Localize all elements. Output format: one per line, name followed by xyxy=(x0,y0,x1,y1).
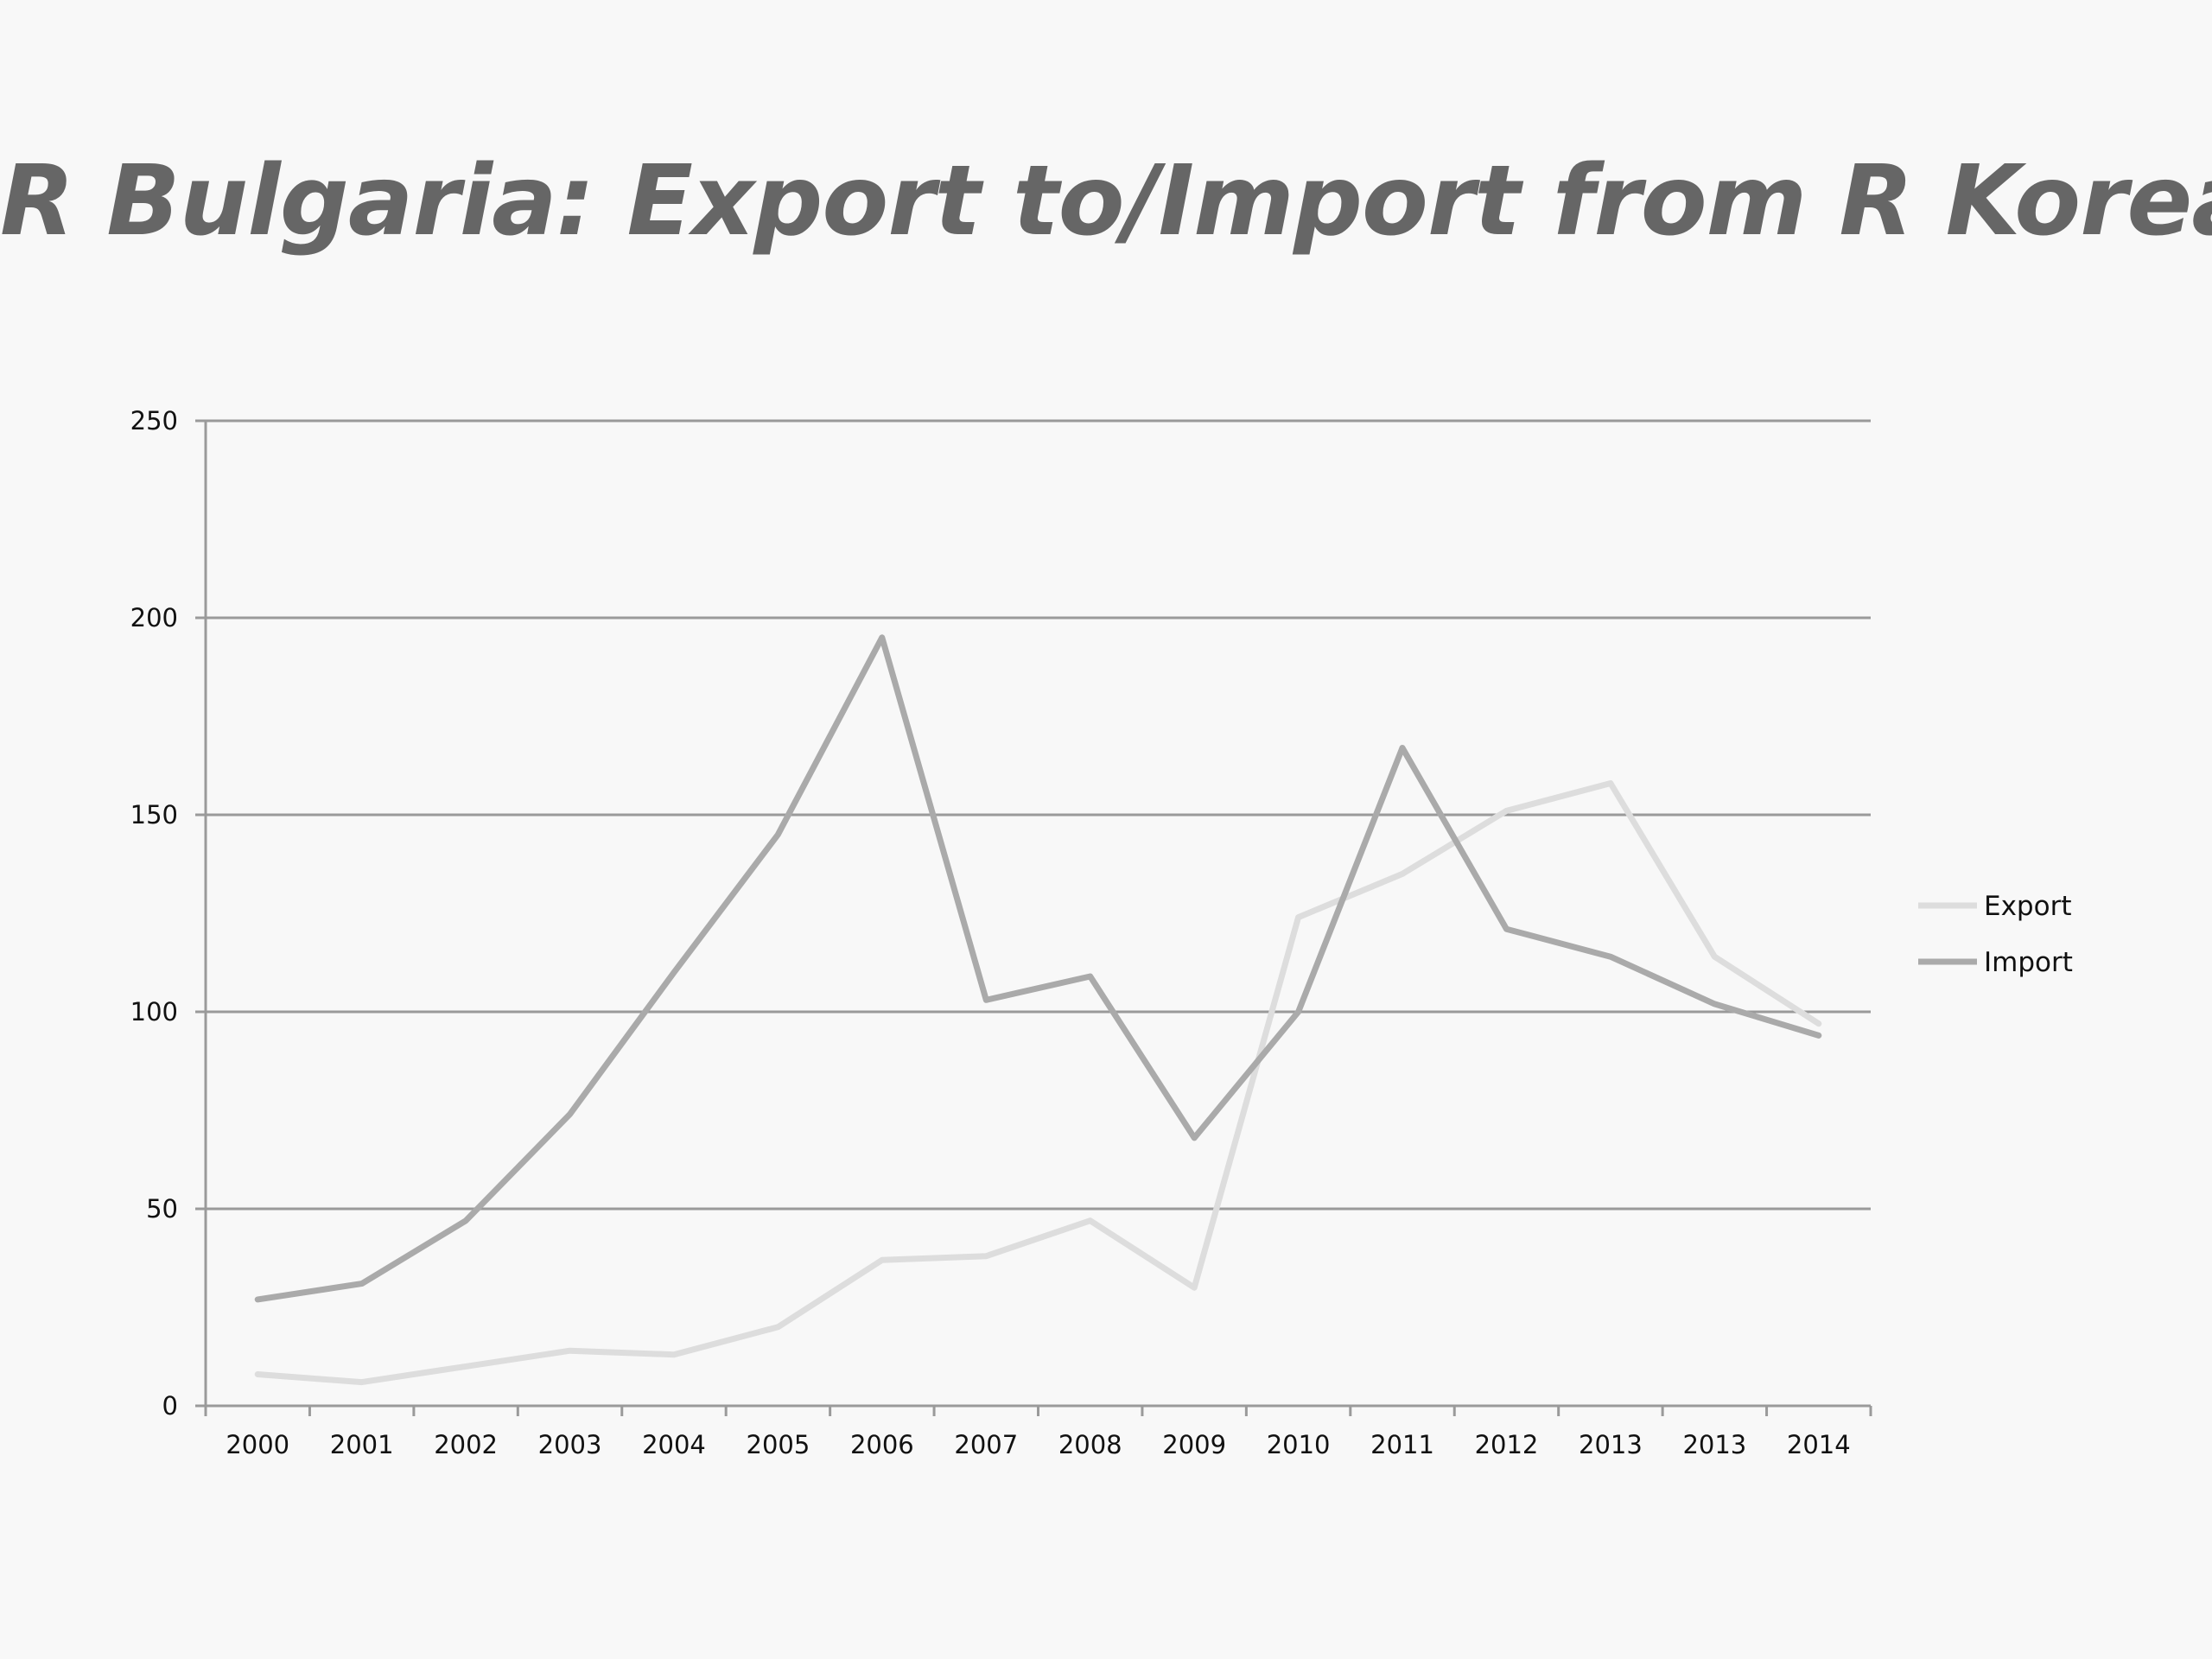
gridlines xyxy=(206,419,1871,1211)
x-tick-label: 2013 xyxy=(1682,1430,1746,1459)
x-tick-label: 2006 xyxy=(850,1430,914,1459)
chart-title: R Bulgaria: Export to/Import from R Kore… xyxy=(0,145,2212,257)
y-tick-label: 200 xyxy=(130,603,178,632)
legend: Export Import xyxy=(1918,891,2073,978)
x-tick-label: 2005 xyxy=(747,1430,810,1459)
x-tick-label: 2011 xyxy=(1370,1430,1434,1459)
y-tick-label: 100 xyxy=(130,997,178,1027)
x-tick-label: 2003 xyxy=(538,1430,602,1459)
series-line-import xyxy=(254,634,1822,1303)
x-tick-label: 2012 xyxy=(1475,1430,1539,1459)
x-tick-label: 2013 xyxy=(1579,1430,1643,1459)
y-tick-label: 250 xyxy=(130,406,178,435)
legend-label-import: Import xyxy=(1984,947,2073,978)
x-tick-label: 2014 xyxy=(1787,1430,1851,1459)
x-tick-label: 2009 xyxy=(1162,1430,1226,1459)
x-tick-label: 2004 xyxy=(642,1430,706,1459)
x-tick-label: 2010 xyxy=(1267,1430,1331,1459)
x-tick-label: 2001 xyxy=(330,1430,394,1459)
series-line-export xyxy=(254,780,1822,1386)
x-tick-label: 2002 xyxy=(434,1430,498,1459)
x-tick-label: 2007 xyxy=(954,1430,1018,1459)
x-tick-label: 2000 xyxy=(226,1430,289,1459)
series-lines xyxy=(254,634,1822,1386)
y-axis-ticks: 0 50 100 150 200 250 xyxy=(130,406,206,1421)
x-axis-ticks: 2000 2001 2002 2003 2004 2005 2006 2007 2008 2009… xyxy=(204,1406,1872,1459)
legend-label-export: Export xyxy=(1984,891,2071,922)
x-tick-label: 2008 xyxy=(1058,1430,1122,1459)
y-tick-label: 0 xyxy=(162,1391,178,1421)
y-tick-label: 150 xyxy=(130,800,178,830)
axes xyxy=(204,421,1871,1408)
y-tick-label: 50 xyxy=(146,1194,178,1224)
